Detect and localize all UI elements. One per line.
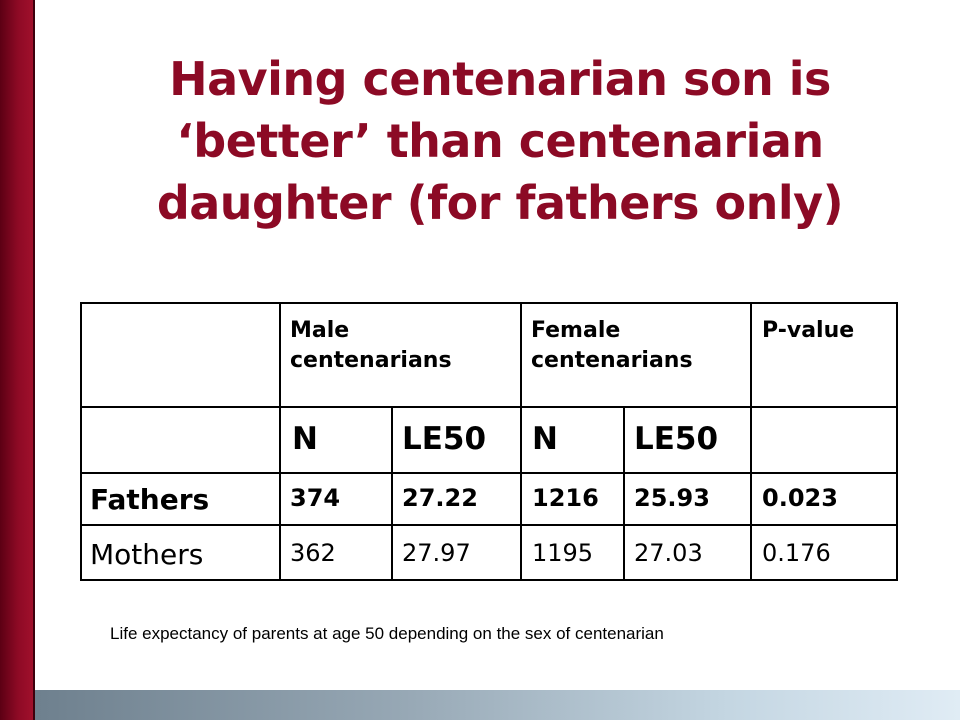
title-line-1: Having centenarian son is [169, 52, 831, 106]
table-col-rule-4 [623, 406, 625, 581]
table-rule-fathers [80, 524, 898, 526]
fathers-female-le50: 25.93 [634, 484, 710, 512]
bottom-gradient-band [35, 690, 960, 720]
results-table: Male centenarians Female centenarians P-… [80, 302, 898, 582]
row-label-fathers: Fathers [90, 483, 210, 516]
table-caption: Life expectancy of parents at age 50 dep… [110, 624, 664, 643]
mothers-female-n: 1195 [532, 539, 594, 567]
table-border-bottom [80, 579, 898, 581]
left-accent-bar [0, 0, 33, 720]
table-border-top [80, 302, 898, 304]
table-col-rule-5 [750, 302, 752, 581]
table-border-left [80, 302, 82, 581]
header-pvalue: P-value [762, 318, 855, 343]
table-col-rule-3 [520, 302, 522, 581]
mothers-female-le50: 27.03 [634, 539, 703, 567]
slide-title: Having centenarian son is ‘better’ than … [40, 48, 960, 234]
subheader-male-le50: LE50 [402, 421, 487, 457]
left-accent-edge [33, 0, 35, 720]
header-male-line-1: Male [290, 318, 350, 343]
fathers-male-n: 374 [290, 484, 341, 512]
header-female-line-1: Female [531, 318, 621, 343]
title-line-3: daughter (for fathers only) [156, 176, 844, 230]
row-label-mothers: Mothers [90, 538, 204, 571]
mothers-male-le50: 27.97 [402, 539, 471, 567]
fathers-female-n: 1216 [532, 484, 599, 512]
header-male-line-2: centenarians [290, 348, 452, 373]
fathers-male-le50: 27.22 [402, 484, 478, 512]
subheader-female-le50: LE50 [634, 421, 719, 457]
title-line-2: ‘better’ than centenarian [176, 114, 824, 168]
table-border-right [896, 302, 898, 581]
table-rule-header [80, 406, 898, 408]
header-female-line-2: centenarians [531, 348, 693, 373]
mothers-pvalue: 0.176 [762, 539, 831, 567]
mothers-male-n: 362 [290, 539, 336, 567]
subheader-male-n: N [292, 421, 318, 457]
fathers-pvalue: 0.023 [762, 484, 838, 512]
header-female: Female centenarians [531, 316, 693, 376]
table-col-rule-1 [279, 302, 281, 581]
subheader-female-n: N [532, 421, 558, 457]
header-male: Male centenarians [290, 316, 452, 376]
table-rule-subheader [80, 472, 898, 474]
table-col-rule-2 [391, 406, 393, 581]
